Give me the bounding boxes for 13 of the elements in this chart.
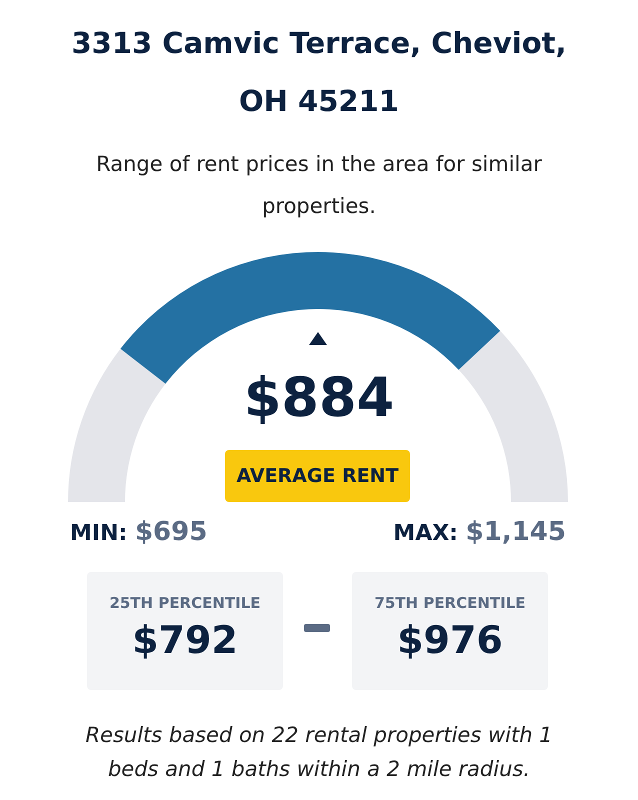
- chart-title: 3313 Camvic Terrace, Cheviot, OH 45211: [70, 25, 568, 120]
- text: $884: [242, 366, 396, 429]
- text: $1,145: [466, 517, 566, 547]
- text: Results based on 22 rental properties with 1 beds and 1 baths within a 2 mile radius.: [84, 722, 554, 783]
- text: $976: [396, 618, 504, 662]
- text: 25TH PERCENTILE: [108, 594, 262, 612]
- text: AVERAGE RENT: [225, 450, 410, 502]
- text: MAX:: [393, 521, 458, 546]
- text: MIN:: [70, 521, 128, 546]
- text: $695: [134, 517, 208, 547]
- text: 75TH PERCENTILE: [373, 594, 527, 612]
- text: $792: [131, 618, 239, 662]
- chart-subtitle: Range of rent prices in the area for similar properties.: [95, 151, 543, 220]
